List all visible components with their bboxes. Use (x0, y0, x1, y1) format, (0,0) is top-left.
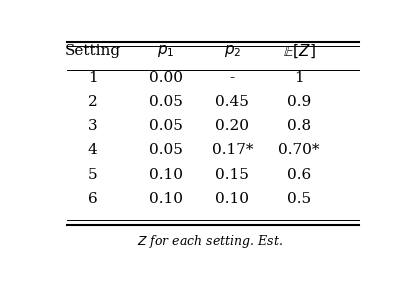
Text: 0.45: 0.45 (215, 95, 249, 109)
Text: 0.15: 0.15 (215, 168, 249, 182)
Text: $p_2$: $p_2$ (223, 43, 240, 59)
Text: 1: 1 (88, 70, 97, 85)
Text: 3: 3 (88, 119, 97, 133)
Text: 0.10: 0.10 (215, 192, 249, 206)
Text: -: - (229, 70, 234, 85)
Text: 1: 1 (294, 70, 303, 85)
Text: 0.05: 0.05 (148, 95, 182, 109)
Text: 0.70*: 0.70* (278, 143, 319, 158)
Text: $p_1$: $p_1$ (157, 43, 174, 59)
Text: 0.9: 0.9 (286, 95, 310, 109)
Text: 0.6: 0.6 (286, 168, 310, 182)
Text: 5: 5 (88, 168, 97, 182)
Text: 0.10: 0.10 (148, 168, 182, 182)
Text: 0.00: 0.00 (148, 70, 182, 85)
Text: $Z$ for each setting. Est.: $Z$ for each setting. Est. (137, 233, 283, 250)
Text: 0.5: 0.5 (286, 192, 310, 206)
Text: 0.8: 0.8 (286, 119, 310, 133)
Text: 0.10: 0.10 (148, 192, 182, 206)
Text: 0.05: 0.05 (148, 119, 182, 133)
Text: 2: 2 (88, 95, 97, 109)
Text: 0.05: 0.05 (148, 143, 182, 158)
Text: Setting: Setting (64, 44, 120, 58)
Text: 4: 4 (88, 143, 97, 158)
Text: 0.20: 0.20 (215, 119, 249, 133)
Text: 0.17*: 0.17* (211, 143, 252, 158)
Text: $\mathbb{E}[Z]$: $\mathbb{E}[Z]$ (282, 42, 315, 60)
Text: 6: 6 (88, 192, 97, 206)
